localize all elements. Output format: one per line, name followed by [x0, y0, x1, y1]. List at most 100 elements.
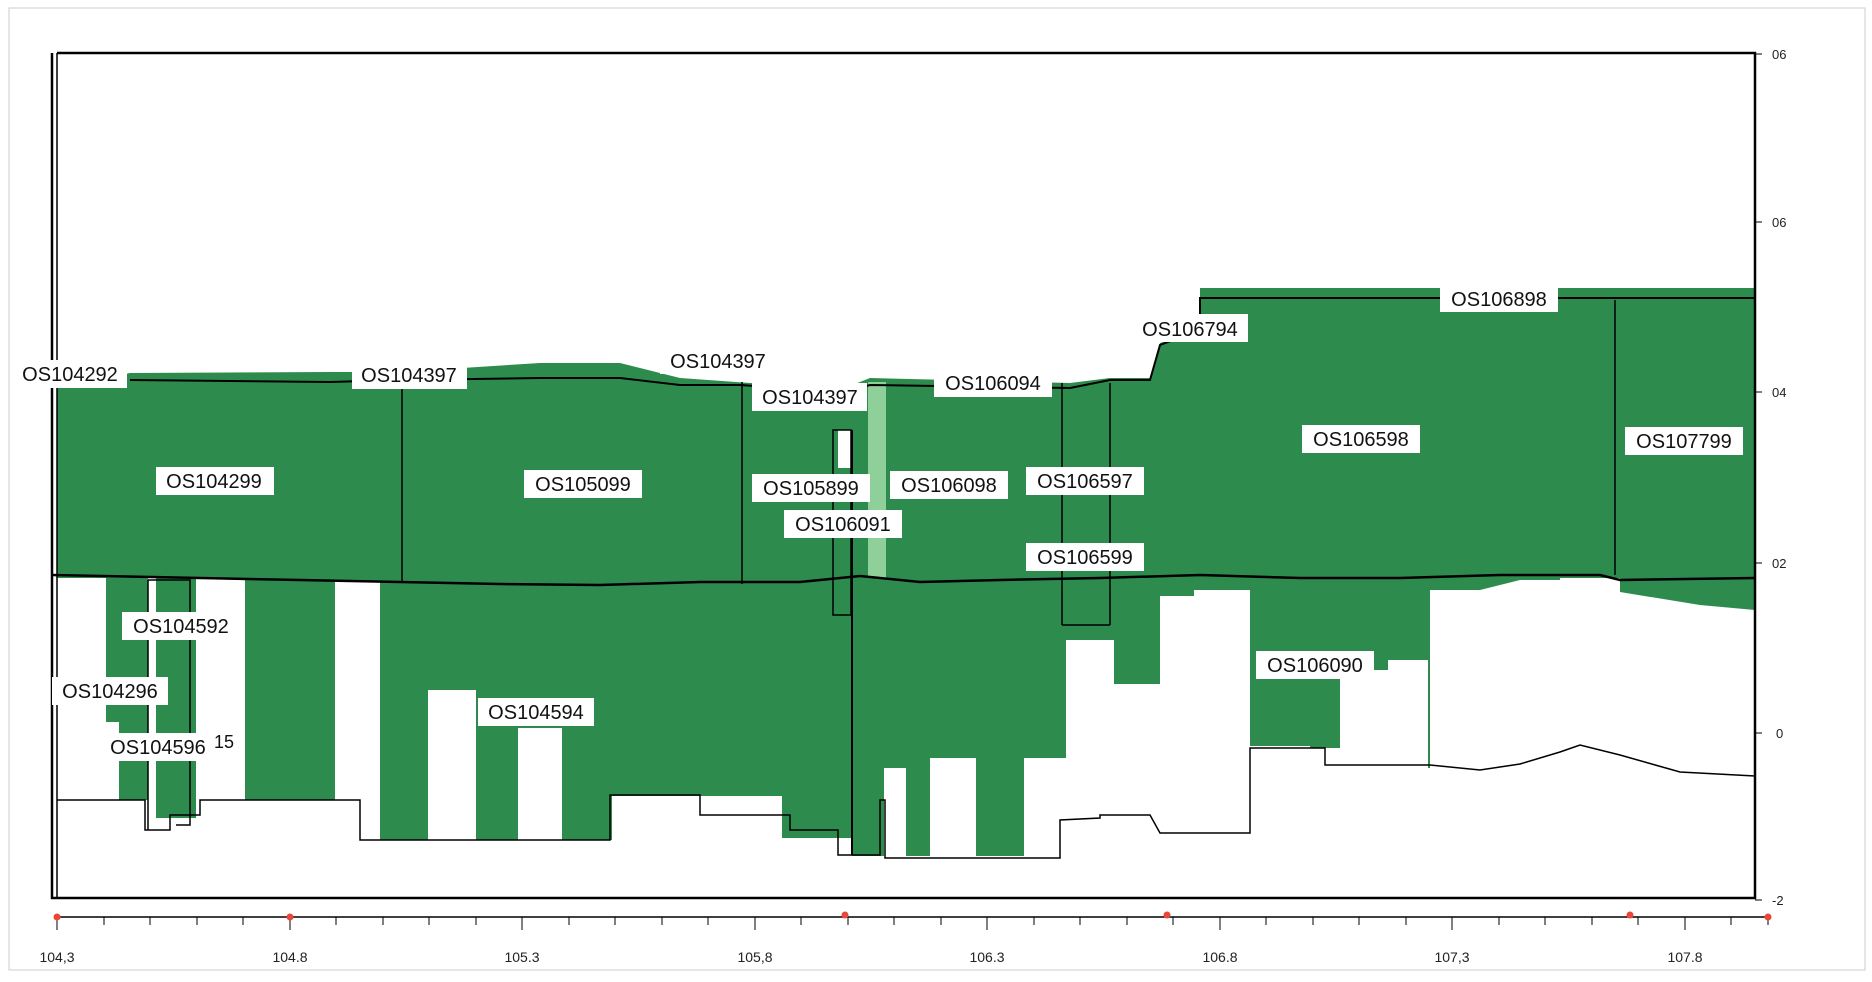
label-box: [52, 677, 168, 705]
label-text: OS106098: [901, 475, 997, 497]
white-gap: [1114, 684, 1160, 856]
label-box: [1440, 286, 1558, 312]
section-label: OS106090: [1256, 651, 1374, 679]
label-box: [784, 510, 902, 538]
plot-frame: [50, 51, 1757, 900]
label-box: [934, 370, 1052, 397]
section-label: OS105899: [752, 474, 870, 502]
upper-green-band: [57, 288, 1755, 610]
label-box: [12, 360, 127, 388]
section-label: OS106597: [1026, 467, 1144, 495]
green-column: [976, 578, 1024, 856]
x-axis: 104,3 104.8 105.3 105,8 106.3 106.8 107,…: [39, 911, 1772, 965]
section-label: OS106094: [934, 370, 1052, 397]
green-column: [612, 578, 782, 796]
label-box: [100, 733, 216, 761]
label-text: OS104397: [762, 387, 858, 409]
white-gap: [1430, 646, 1480, 770]
white-gap: [1066, 640, 1114, 856]
label-text: OS106090: [1267, 655, 1363, 677]
red-marker: [1163, 911, 1171, 919]
label-box: [156, 467, 274, 495]
green-column: [782, 578, 852, 838]
white-gap: [1340, 660, 1350, 756]
section-label: OS106598: [1302, 425, 1420, 453]
section-label: OS104397: [752, 383, 867, 411]
label-box: [752, 474, 870, 502]
green-column: [1024, 578, 1066, 758]
x-minor-ticks: [56, 917, 1769, 930]
section-labels: OS104292 OS104397 OS104397 OS104397 OS10…: [12, 286, 1743, 761]
white-gap: [336, 598, 380, 800]
label-text: OS106094: [945, 373, 1041, 395]
green-column: [930, 578, 976, 758]
x-tick-label: 107.8: [1667, 949, 1702, 965]
section-label: OS106091: [784, 510, 902, 538]
section-label: OS104397: [660, 348, 775, 374]
label-box: [1302, 425, 1420, 453]
section-label: OS104292: [12, 360, 127, 388]
section-label: OS105099: [524, 470, 642, 498]
label-text: OS104397: [670, 351, 766, 373]
section-label: OS104296: [52, 677, 168, 705]
x-tick-label: 107,3: [1434, 949, 1469, 965]
label-text: OS104592: [133, 616, 229, 638]
green-column: [1066, 578, 1114, 640]
section-label: OS104592: [122, 612, 240, 640]
label-text: OS106898: [1451, 289, 1547, 311]
label-text: OS104296: [62, 681, 158, 703]
section-label: OS106794: [1132, 314, 1248, 342]
section-label: OS104299: [156, 467, 274, 495]
white-gap: [1560, 578, 1620, 770]
label-box: [352, 361, 467, 389]
x-tick-label: 105,8: [737, 949, 772, 965]
y-tick-label: 0: [1776, 726, 1783, 741]
mid-profile-line: [51, 573, 1756, 587]
label-box: [1256, 651, 1374, 679]
white-gap: [1388, 660, 1428, 770]
label-box: [1026, 543, 1144, 571]
label-box: [1625, 427, 1743, 455]
white-gap: [1480, 590, 1520, 770]
label-text: OS104596: [110, 737, 206, 759]
red-marker: [1626, 911, 1634, 919]
white-gap: [1520, 580, 1560, 770]
red-marker: [1764, 913, 1772, 921]
section-label: OS106098: [890, 471, 1008, 499]
outer-frame: [8, 7, 1866, 971]
y-axis-right: 06 06 04 02 0 -2: [1755, 47, 1786, 908]
label-box: [660, 348, 775, 374]
red-marker: [53, 913, 61, 921]
label-text: OS106598: [1313, 429, 1409, 451]
label-box: [478, 698, 594, 726]
x-tick-label: 106.8: [1202, 949, 1237, 965]
ground-profile-line: [57, 744, 1756, 859]
label-box: [122, 612, 240, 640]
y-tick-label: -2: [1772, 893, 1784, 908]
label-box: [1026, 467, 1144, 495]
white-gap: [518, 728, 562, 840]
label-text: OS104299: [166, 471, 262, 493]
label-box: [890, 471, 1008, 499]
bracket-line: [148, 579, 191, 826]
x-tick-label: 105.3: [504, 949, 539, 965]
white-gap: [930, 758, 976, 856]
label-box: [1132, 314, 1248, 342]
green-column: [428, 578, 476, 691]
red-marker: [286, 913, 294, 921]
light-green-strip: [868, 382, 886, 578]
y-tick-label: 06: [1772, 47, 1786, 62]
green-column: [245, 578, 335, 800]
label-text: OS104292: [22, 364, 118, 386]
label-text: OS105899: [763, 478, 859, 500]
x-tick-label: 106.3: [969, 949, 1004, 965]
x-tick-label: 104,3: [39, 949, 74, 965]
label-text: OS106599: [1037, 547, 1133, 569]
y-tick-label: 04: [1772, 385, 1786, 400]
section-label: OS107799: [1625, 427, 1743, 455]
section-label: OS104596: [100, 733, 216, 761]
section-label: OS106898: [1440, 286, 1558, 312]
label-text: OS105099: [535, 474, 631, 496]
section-label: OS104397: [352, 361, 467, 389]
y-tick-label: 06: [1772, 215, 1786, 230]
